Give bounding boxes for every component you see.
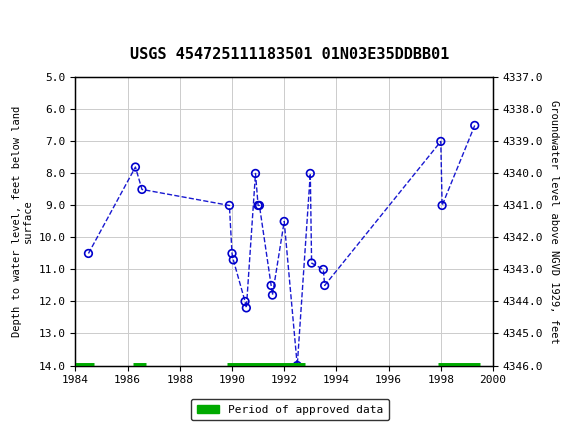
Y-axis label: Depth to water level, feet below land
surface: Depth to water level, feet below land su… (12, 106, 33, 337)
Point (280, 218, 289, 225)
Point (229, 256, 238, 263)
Legend: Period of approved data: Period of approved data (191, 399, 389, 420)
Point (320, 282, 329, 289)
Point (470, 122, 480, 129)
Point (267, 282, 276, 289)
Point (437, 202, 447, 209)
Point (241, 298, 250, 305)
Point (242, 304, 251, 311)
Point (292, 362, 302, 369)
Text: ≡USGS: ≡USGS (17, 16, 81, 36)
Point (255, 202, 264, 209)
Point (137, 186, 147, 193)
Point (131, 163, 140, 170)
Point (268, 292, 277, 298)
Y-axis label: Groundwater level above NGVD 1929, feet: Groundwater level above NGVD 1929, feet (549, 100, 559, 343)
Point (84, 250, 93, 257)
Point (319, 266, 328, 273)
Point (251, 170, 260, 177)
Point (225, 202, 234, 209)
Point (306, 170, 315, 177)
Point (253, 202, 263, 209)
Point (307, 260, 316, 267)
Point (227, 250, 237, 257)
Point (436, 138, 445, 145)
Text: USGS 454725111183501 01N03E35DDBB01: USGS 454725111183501 01N03E35DDBB01 (130, 47, 450, 62)
